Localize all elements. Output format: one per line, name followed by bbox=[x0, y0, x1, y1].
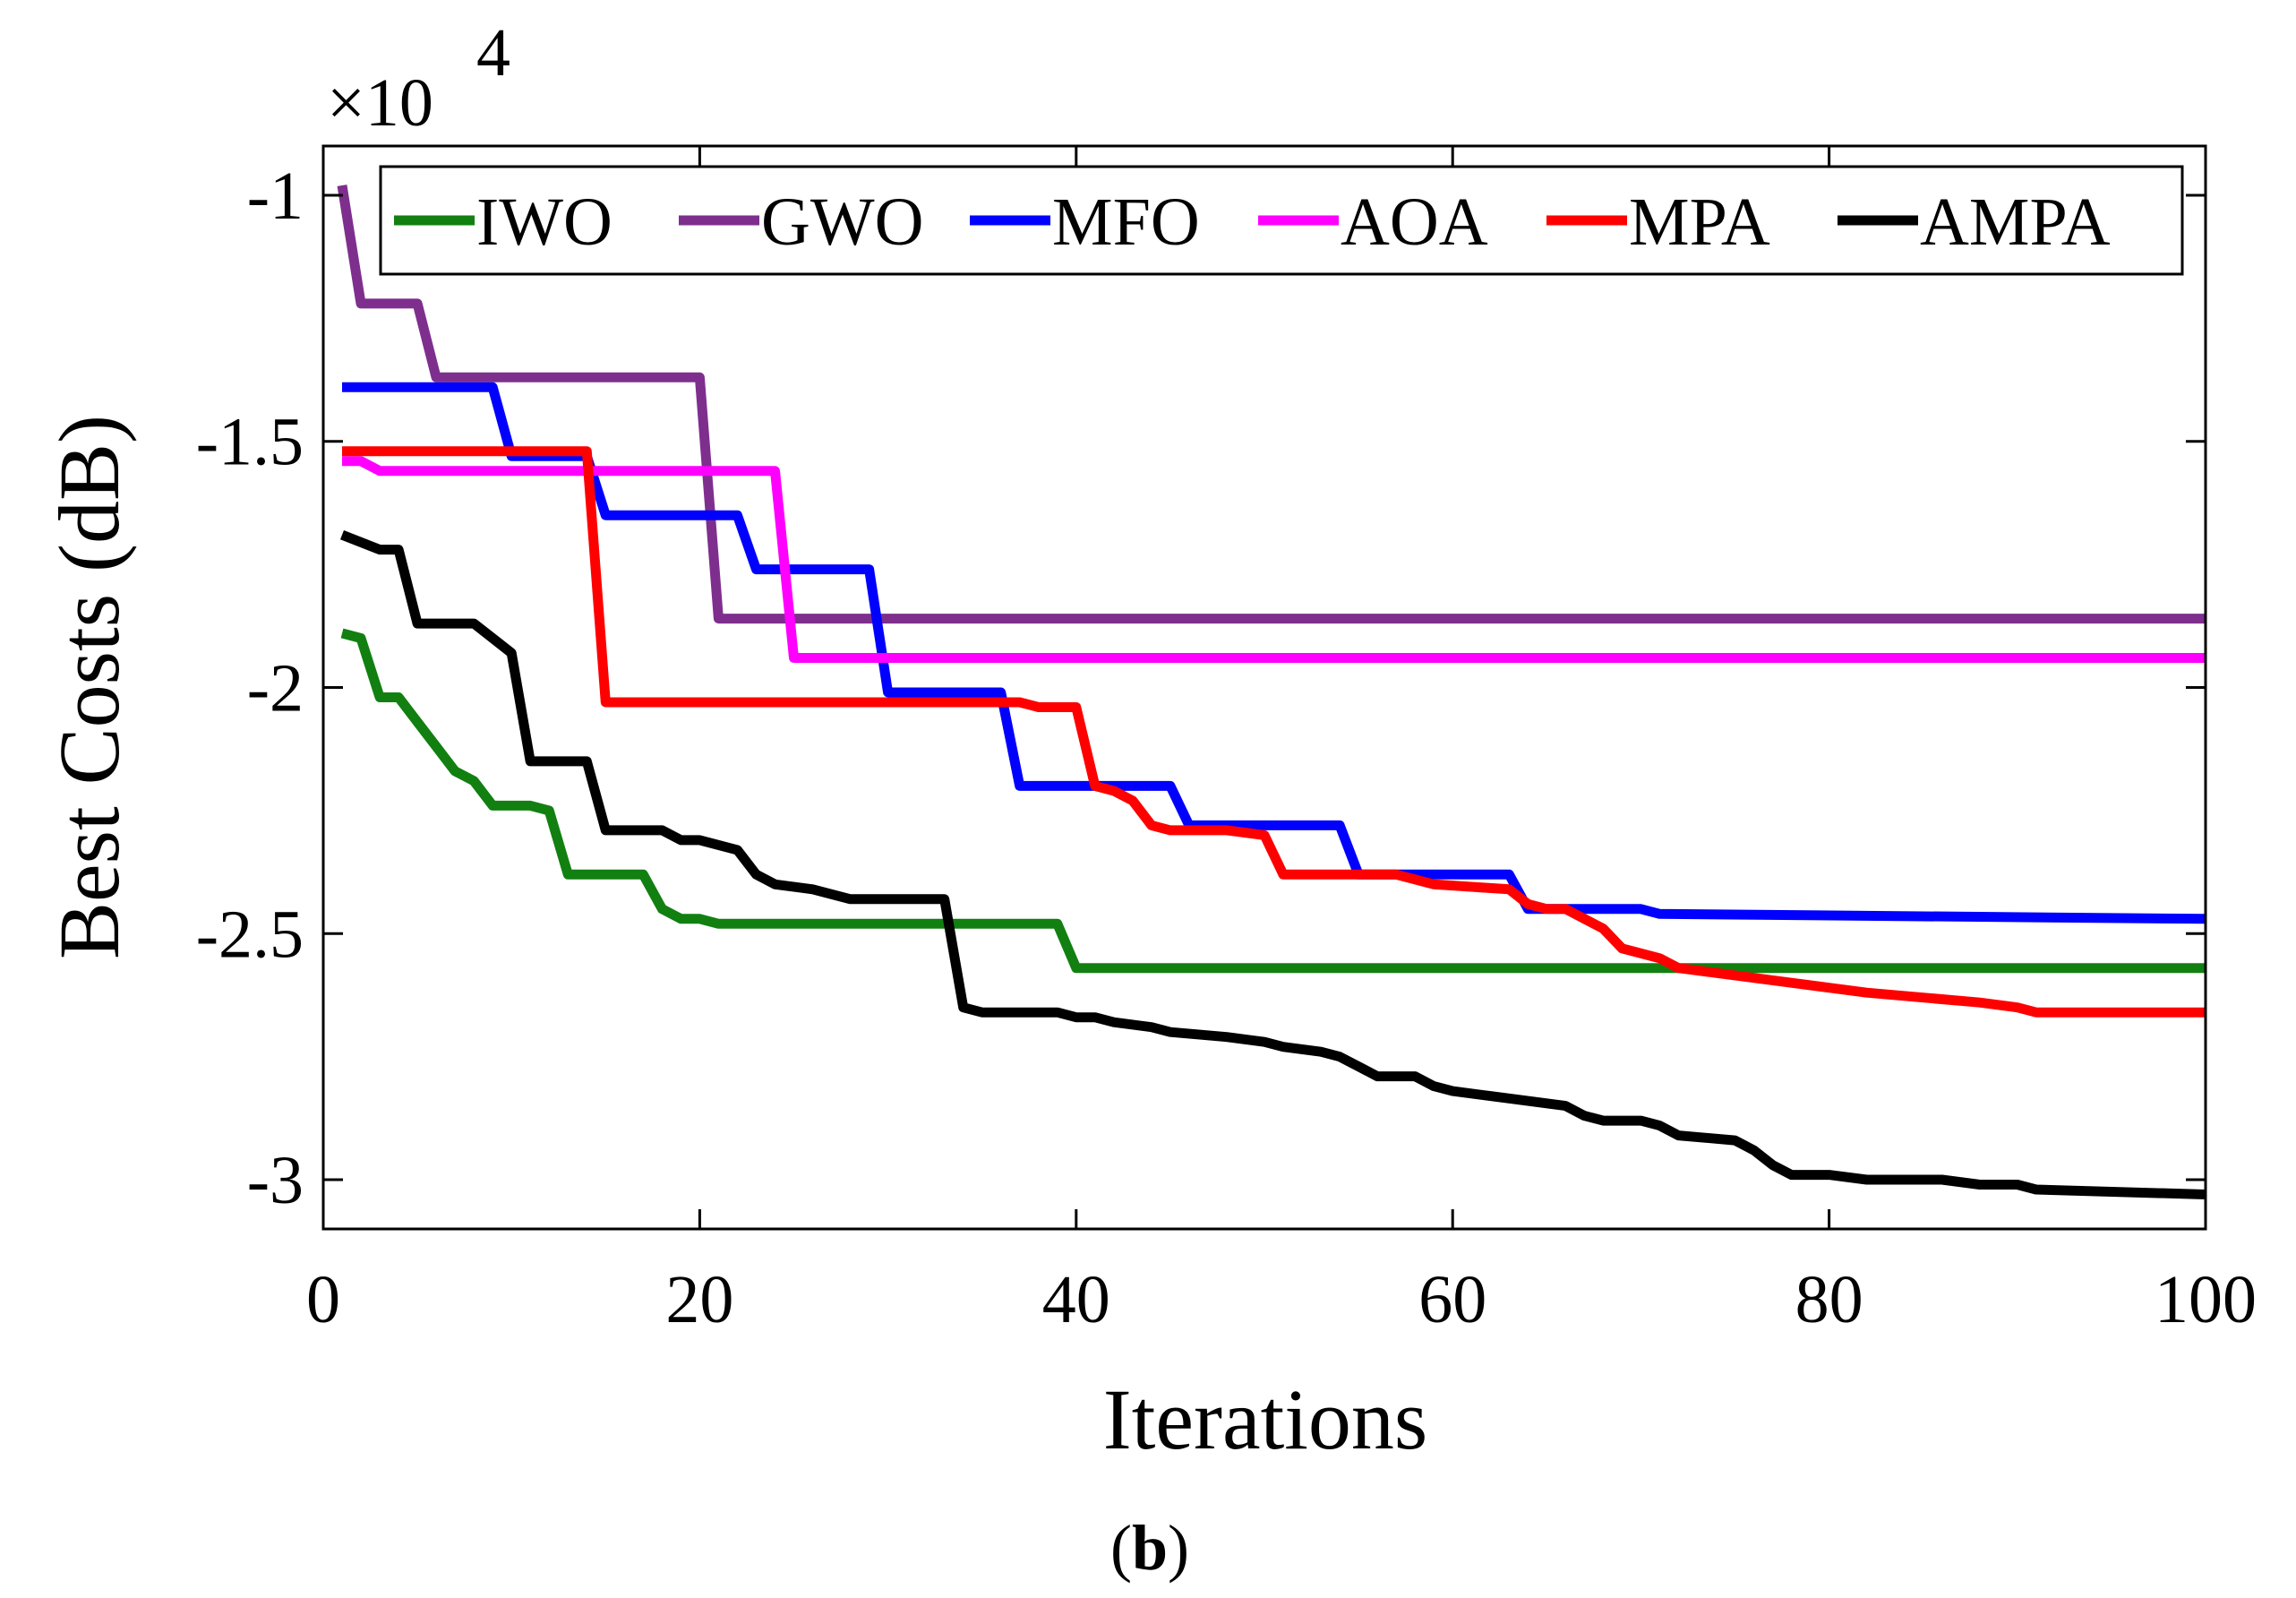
legend-label-aoa: AOA bbox=[1341, 185, 1488, 260]
y-axis-title: Best Costs (dB) bbox=[41, 415, 137, 959]
series-line-iwo bbox=[340, 628, 2206, 974]
series-line-ampa bbox=[339, 529, 2206, 1199]
ticks-layer: 0 20 40 60 80 100 -1 -1.5 -2 -2.5 -3 bbox=[196, 146, 2257, 1337]
panel-label-letter: b bbox=[1132, 1512, 1168, 1584]
panel-label-open: ( bbox=[1110, 1512, 1132, 1584]
y-axis-exponent: ×10 4 bbox=[327, 15, 510, 141]
y-axis-exponent-base: ×10 bbox=[327, 65, 433, 141]
legend-label-gwo: GWO bbox=[761, 185, 924, 260]
legend-label-mpa: MPA bbox=[1629, 185, 1770, 260]
legend-label-iwo: IWO bbox=[476, 185, 613, 260]
panel-label-close: ) bbox=[1168, 1512, 1189, 1584]
legend: IWO GWO MFO AOA MPA AMPA bbox=[379, 165, 2184, 276]
x-tick-label: 0 bbox=[306, 1262, 340, 1337]
legend-label-ampa: AMPA bbox=[1920, 185, 2111, 260]
x-tick-label: 80 bbox=[1795, 1262, 1863, 1337]
y-tick-label: -1.5 bbox=[196, 405, 304, 480]
y-axis-exponent-power: 4 bbox=[476, 15, 510, 90]
series-line-mpa bbox=[342, 446, 2206, 1018]
x-tick-label: 20 bbox=[665, 1262, 733, 1337]
y-tick-label: -1 bbox=[247, 159, 304, 234]
legend-label-mfo: MFO bbox=[1052, 185, 1200, 260]
series-line-aoa bbox=[342, 456, 2206, 663]
y-tick-label: -2 bbox=[247, 651, 304, 726]
x-tick-label: 100 bbox=[2155, 1262, 2257, 1337]
y-tick-label: -2.5 bbox=[196, 897, 304, 972]
x-tick-label: 60 bbox=[1418, 1262, 1486, 1337]
panel-label: (b) bbox=[1110, 1512, 1189, 1584]
x-tick-label: 40 bbox=[1042, 1262, 1110, 1337]
series-layer bbox=[337, 185, 2206, 1199]
x-axis-title: Iterations bbox=[1103, 1371, 1428, 1467]
series-line-gwo bbox=[337, 185, 2206, 624]
y-tick-label: -3 bbox=[247, 1143, 304, 1218]
